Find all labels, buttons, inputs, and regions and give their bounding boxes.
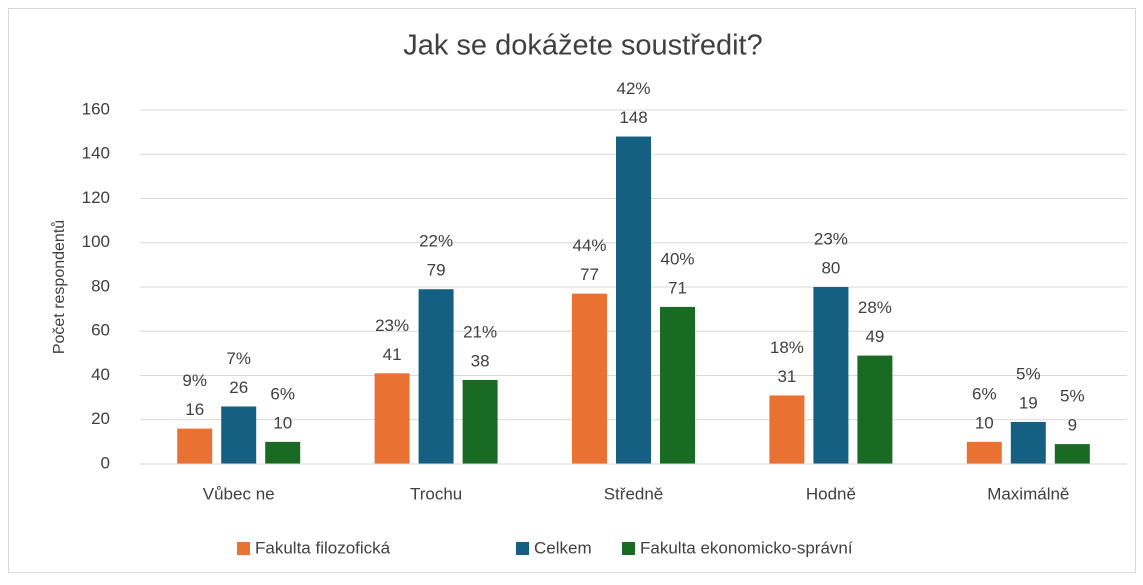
y-tick-label: 120 <box>82 188 110 207</box>
data-label: 41 <box>383 345 402 364</box>
bar <box>418 289 454 464</box>
bar <box>857 355 893 464</box>
data-label: 79 <box>427 261 446 280</box>
data-label: 26 <box>229 378 248 397</box>
x-tick-label: Trochu <box>410 484 462 503</box>
bar <box>462 379 498 464</box>
share-label: 42% <box>616 79 650 98</box>
bar <box>769 395 805 464</box>
data-label: 19 <box>1019 393 1038 412</box>
share-label: 5% <box>1060 387 1085 406</box>
share-label: 23% <box>814 229 848 248</box>
data-label: 148 <box>619 108 647 127</box>
bar <box>660 306 695 464</box>
bar <box>616 136 651 465</box>
share-label: 44% <box>572 236 606 255</box>
share-label: 7% <box>226 349 251 368</box>
data-label: 16 <box>185 400 204 419</box>
data-label: 10 <box>975 413 994 432</box>
bar <box>177 428 213 464</box>
share-label: 6% <box>270 384 295 403</box>
share-label: 40% <box>660 249 694 268</box>
chart-title: Jak se dokážete soustředit? <box>403 30 762 62</box>
data-label: 31 <box>777 367 796 386</box>
legend-label: Fakulta ekonomicko-správní <box>640 538 853 557</box>
data-label: 38 <box>471 351 490 370</box>
y-tick-label: 100 <box>82 232 110 251</box>
legend-label: Celkem <box>534 538 592 557</box>
x-tick-label: Středně <box>604 484 664 503</box>
legend-swatch <box>622 542 635 555</box>
y-tick-label: 60 <box>91 321 110 340</box>
data-label: 10 <box>273 413 292 432</box>
data-label: 49 <box>865 327 884 346</box>
x-tick-label: Maximálně <box>987 484 1069 503</box>
share-label: 28% <box>858 298 892 317</box>
y-axis-title: Počet respondentů <box>50 220 68 354</box>
share-label: 5% <box>1016 364 1041 383</box>
bar <box>572 293 607 464</box>
share-label: 21% <box>463 322 497 341</box>
y-tick-label: 40 <box>91 365 110 384</box>
bar <box>966 441 1002 464</box>
bar <box>813 287 849 464</box>
data-label: 80 <box>821 258 840 277</box>
data-label: 77 <box>580 265 599 284</box>
share-label: 6% <box>972 384 997 403</box>
chart-frame <box>8 8 1136 573</box>
legend-label: Fakulta filozofická <box>255 538 391 557</box>
x-tick-label: Vůbec ne <box>203 484 275 503</box>
bar <box>1054 444 1090 464</box>
y-tick-label: 0 <box>101 453 110 472</box>
legend-swatch <box>516 542 529 555</box>
bar <box>265 441 301 464</box>
data-label: 71 <box>668 278 687 297</box>
y-tick-label: 140 <box>82 144 110 163</box>
y-tick-label: 160 <box>82 99 110 118</box>
bar <box>221 406 257 464</box>
share-label: 23% <box>375 316 409 335</box>
share-label: 22% <box>419 232 453 251</box>
y-tick-label: 20 <box>91 409 110 428</box>
x-tick-label: Hodně <box>806 484 856 503</box>
bar <box>1010 421 1046 464</box>
legend-swatch <box>237 542 250 555</box>
share-label: 18% <box>770 338 804 357</box>
bar <box>374 373 410 464</box>
y-tick-label: 80 <box>91 276 110 295</box>
data-label: 9 <box>1068 416 1077 435</box>
share-label: 9% <box>182 371 207 390</box>
